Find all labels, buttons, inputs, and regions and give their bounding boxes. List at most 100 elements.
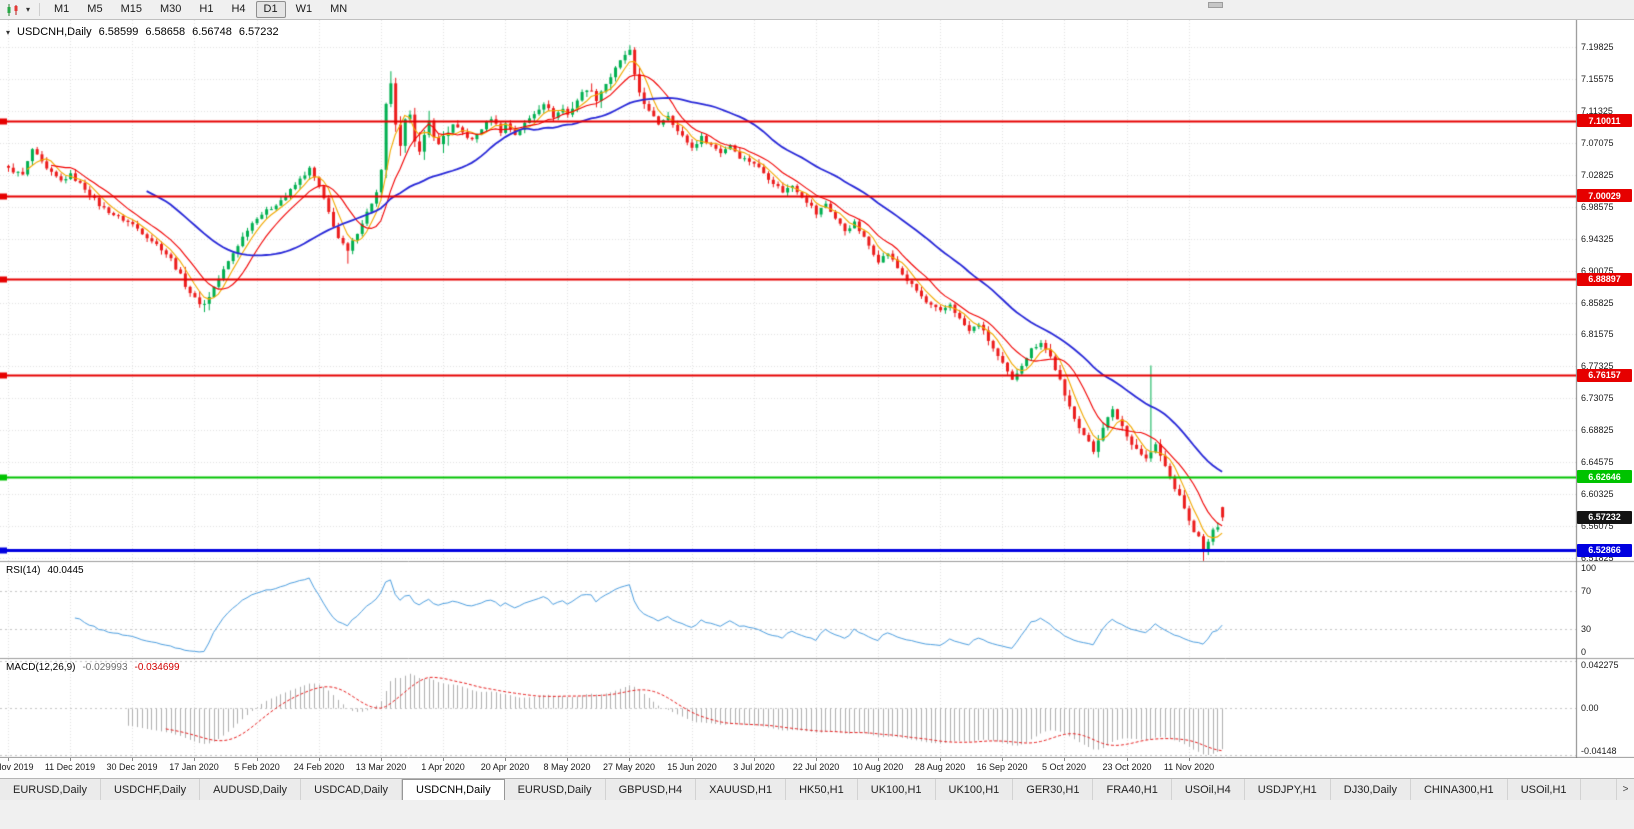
price-axis-tick: 6.51825 bbox=[1581, 553, 1614, 564]
time-axis-label: 17 Jan 2020 bbox=[169, 762, 219, 772]
time-axis-tick bbox=[505, 758, 506, 761]
price-axis-tick: 6.77325 bbox=[1581, 361, 1614, 372]
rsi-scale-label: 70 bbox=[1581, 585, 1592, 596]
price-axis-tick: 6.85825 bbox=[1581, 297, 1614, 308]
time-axis-label: 5 Feb 2020 bbox=[234, 762, 280, 772]
price-axis-tick: 6.60325 bbox=[1581, 489, 1614, 500]
price-chart-canvas[interactable] bbox=[0, 20, 1634, 758]
hline-price-badge[interactable]: 6.52866 bbox=[1577, 543, 1632, 557]
price-axis-tick: 6.68825 bbox=[1581, 425, 1614, 436]
symbol-tab-china300-h1[interactable]: CHINA300,H1 bbox=[1410, 779, 1508, 800]
rsi-scale-label: 100 bbox=[1581, 563, 1597, 573]
symbol-tab-usoil-h4[interactable]: USOil,H4 bbox=[1171, 779, 1245, 800]
time-axis-label: 20 Apr 2020 bbox=[480, 762, 530, 772]
time-axis-label: 23 Oct 2020 bbox=[1102, 762, 1152, 772]
chart-symbol: USDCNH,Daily bbox=[17, 26, 92, 38]
timeframe-button-m5[interactable]: M5 bbox=[87, 3, 103, 15]
time-axis-label: 11 Nov 2020 bbox=[1163, 762, 1215, 772]
symbol-tab-eurusd-daily[interactable]: EURUSD,Daily bbox=[0, 779, 101, 800]
macd-scale-bottom: -0.04148 bbox=[1581, 746, 1617, 756]
symbol-tab-usoil-h1[interactable]: USOil,H1 bbox=[1507, 779, 1581, 800]
time-axis-tick bbox=[1064, 758, 1065, 761]
time-axis-tick bbox=[1002, 758, 1003, 761]
time-axis-tick bbox=[194, 758, 195, 761]
time-axis-tick bbox=[692, 758, 693, 761]
rsi-label: RSI(14) 40.0445 bbox=[6, 565, 84, 576]
time-axis-label: 3 Jul 2020 bbox=[733, 762, 775, 772]
toolbar-separator bbox=[39, 3, 40, 16]
hline-price-badge[interactable]: 6.88897 bbox=[1577, 272, 1632, 286]
tabbar-overflow-arrow[interactable]: > bbox=[1616, 779, 1634, 800]
symbol-tabbar: EURUSD,Daily USDCHF,Daily AUDUSD,Daily USDC… bbox=[0, 778, 1634, 800]
symbol-tab-audusd-daily[interactable]: AUDUSD,Daily bbox=[200, 779, 302, 800]
price-axis-tick: 6.81575 bbox=[1581, 329, 1614, 340]
collapse-icon[interactable]: ▾ bbox=[6, 27, 11, 37]
hline-price-badge[interactable]: 7.00029 bbox=[1577, 189, 1632, 203]
time-axis-tick bbox=[319, 758, 320, 761]
time-axis-label: 5 Oct 2020 bbox=[1041, 762, 1087, 772]
symbol-tab-gbpusd-h4[interactable]: GBPUSD,H4 bbox=[605, 779, 697, 800]
hline-price-badge[interactable]: 6.76157 bbox=[1577, 368, 1632, 382]
symbol-tab-uk100-h1[interactable]: UK100,H1 bbox=[935, 779, 1014, 800]
ohlc-low: 6.56748 bbox=[192, 26, 232, 38]
time-axis-label: 13 Mar 2020 bbox=[355, 762, 407, 772]
symbol-tab-usdjpy-h1[interactable]: USDJPY,H1 bbox=[1244, 779, 1331, 800]
time-axis-label: 28 Aug 2020 bbox=[914, 762, 966, 772]
time-axis-tick bbox=[940, 758, 941, 761]
timeframe-button-d1[interactable]: D1 bbox=[255, 1, 286, 18]
price-axis-tick: 7.19825 bbox=[1581, 42, 1614, 52]
price-axis-tick: 7.02825 bbox=[1581, 169, 1614, 180]
price-axis-tick: 7.11325 bbox=[1581, 105, 1613, 116]
hline-price-badge[interactable]: 6.62646 bbox=[1577, 470, 1632, 484]
current-price-badge: 6.57232 bbox=[1577, 510, 1632, 524]
timeframe-button-h1[interactable]: H1 bbox=[199, 3, 214, 15]
symbol-tab-xauusd-h1[interactable]: XAUUSD,H1 bbox=[696, 779, 787, 800]
ohlc-open: 6.58599 bbox=[98, 26, 139, 38]
time-axis-tick bbox=[878, 758, 879, 761]
timeframes-dropdown-icon[interactable]: ▾ bbox=[25, 5, 30, 14]
macd-signal-value: -0.034699 bbox=[134, 662, 180, 673]
symbol-tab-ger30-h1[interactable]: GER30,H1 bbox=[1013, 779, 1094, 800]
price-axis-tick: 6.56075 bbox=[1581, 521, 1614, 532]
time-axis-label: 11 Dec 2019 bbox=[44, 762, 96, 772]
time-axis-label: 16 Sep 2020 bbox=[976, 762, 1028, 772]
symbol-tab-usdchf-daily[interactable]: USDCHF,Daily bbox=[100, 779, 201, 800]
symbol-tab-hk50-h1[interactable]: HK50,H1 bbox=[786, 779, 858, 800]
symbol-tab-eurusd-daily[interactable]: EURUSD,Daily bbox=[504, 779, 606, 800]
time-axis-tick bbox=[816, 758, 817, 761]
timeframe-button-m15[interactable]: M15 bbox=[120, 3, 142, 15]
timeframe-button-mn[interactable]: MN bbox=[330, 3, 348, 15]
time-axis-label: 10 Aug 2020 bbox=[852, 762, 904, 772]
symbol-tab-usdcnh-daily[interactable]: USDCNH,Daily bbox=[402, 779, 505, 800]
price-axis-tick: 7.07075 bbox=[1581, 137, 1614, 148]
time-axis-tick bbox=[1127, 758, 1128, 761]
price-axis-tick: 6.64575 bbox=[1581, 457, 1614, 468]
timeframe-button-m30[interactable]: M30 bbox=[159, 3, 182, 15]
time-axis-tick bbox=[567, 758, 568, 761]
price-axis-tick: 6.90075 bbox=[1581, 265, 1614, 276]
chart-area: ▾ USDCNH,Daily 6.58599 6.58658 6.56748 6… bbox=[0, 20, 1634, 758]
time-axis-tick bbox=[381, 758, 382, 761]
macd-label: MACD(12,26,9) -0.029993 -0.034699 bbox=[6, 662, 180, 673]
chart-type-icon[interactable] bbox=[4, 2, 22, 18]
timeframe-button-h4[interactable]: H4 bbox=[231, 3, 246, 15]
time-axis[interactable]: 22 Nov 2019 11 Dec 2019 30 Dec 2019 17 Jan … bbox=[0, 758, 1634, 778]
symbol-tab-dj30-daily[interactable]: DJ30,Daily bbox=[1330, 779, 1411, 800]
ohlc-close: 6.57232 bbox=[238, 26, 279, 38]
timeframe-button-m1[interactable]: M1 bbox=[54, 3, 70, 15]
chart-scroll-thumb[interactable] bbox=[1208, 2, 1223, 8]
time-axis-tick bbox=[70, 758, 71, 761]
time-axis-label: 24 Feb 2020 bbox=[293, 762, 345, 772]
ohlc-high: 6.58658 bbox=[145, 26, 186, 38]
rsi-value: 40.0445 bbox=[47, 565, 84, 576]
timeframe-button-w1[interactable]: W1 bbox=[295, 3, 313, 15]
time-axis-label: 27 May 2020 bbox=[602, 762, 656, 772]
symbol-tab-fra40-h1[interactable]: FRA40,H1 bbox=[1093, 779, 1172, 800]
time-axis-label: 22 Nov 2019 bbox=[0, 762, 34, 772]
symbol-tab-usdcad-daily[interactable]: USDCAD,Daily bbox=[301, 779, 403, 800]
symbol-tab-uk100-h1[interactable]: UK100,H1 bbox=[857, 779, 936, 800]
time-axis-label: 30 Dec 2019 bbox=[106, 762, 158, 772]
hline-price-badge[interactable]: 7.10011 bbox=[1577, 114, 1632, 128]
time-axis-tick bbox=[443, 758, 444, 761]
